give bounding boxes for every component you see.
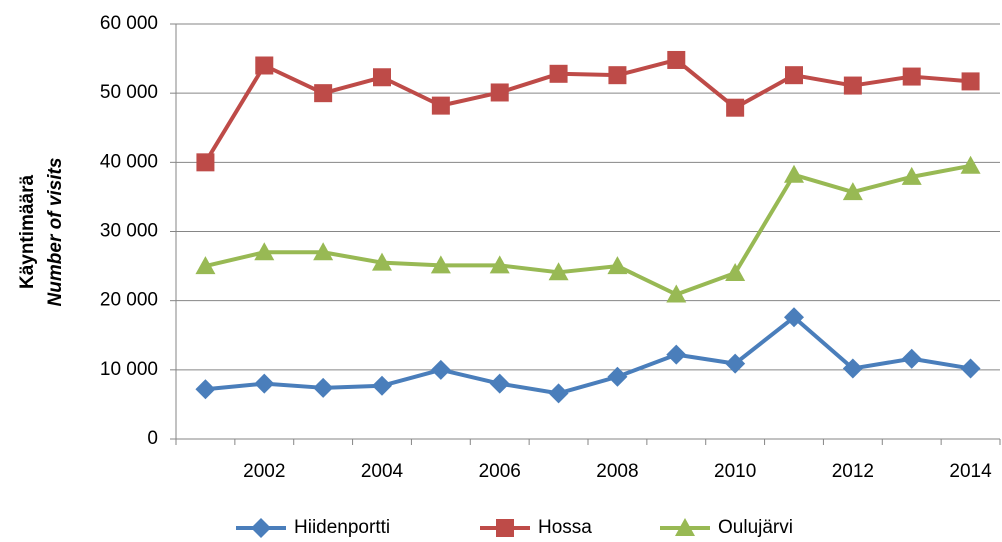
x-tick-label: 2008 xyxy=(596,461,638,482)
marker xyxy=(607,256,628,275)
marker xyxy=(842,182,863,201)
marker xyxy=(725,263,746,281)
marker xyxy=(254,373,275,394)
marker xyxy=(313,242,334,261)
marker xyxy=(372,375,392,396)
legend-label: Oulujärvi xyxy=(718,517,793,538)
marker xyxy=(784,307,804,328)
y-axis-label: Käyntimäärä xyxy=(17,175,38,289)
x-tick-label: 2002 xyxy=(243,461,285,482)
series-line xyxy=(205,315,971,396)
marker xyxy=(667,50,686,69)
marker xyxy=(430,359,451,380)
marker xyxy=(490,83,509,102)
marker xyxy=(666,344,687,365)
marker xyxy=(254,242,275,261)
marker xyxy=(195,256,216,275)
marker xyxy=(725,353,746,374)
marker xyxy=(726,98,745,117)
marker xyxy=(430,255,451,274)
y-tick-label: 10 000 xyxy=(100,359,158,380)
y-tick-label: 40 000 xyxy=(100,151,158,172)
y-tick-label: 60 000 xyxy=(100,13,158,34)
y-tick-label: 0 xyxy=(147,428,158,449)
legend-label: Hiidenportti xyxy=(294,517,390,538)
marker xyxy=(431,96,450,115)
y-tick-label: 20 000 xyxy=(100,290,158,311)
marker xyxy=(843,76,862,95)
legend-marker xyxy=(251,518,271,538)
marker xyxy=(489,255,510,274)
y-tick-label: 30 000 xyxy=(100,221,158,242)
marker xyxy=(549,64,568,83)
series-line xyxy=(204,163,971,297)
marker xyxy=(489,373,510,394)
legend-marker xyxy=(675,518,695,536)
x-tick-label: 2006 xyxy=(479,461,521,482)
marker xyxy=(785,66,803,85)
marker xyxy=(666,284,687,303)
marker xyxy=(607,366,628,387)
marker xyxy=(313,377,334,398)
series-line xyxy=(203,57,971,164)
marker xyxy=(608,66,627,85)
marker xyxy=(255,56,274,75)
x-tick-label: 2012 xyxy=(832,461,874,482)
marker xyxy=(196,153,215,172)
marker xyxy=(548,262,569,281)
marker xyxy=(784,164,804,183)
x-tick-label: 2014 xyxy=(949,461,992,482)
legend-marker xyxy=(496,519,514,537)
marker xyxy=(960,155,981,174)
marker xyxy=(372,252,392,271)
marker xyxy=(960,358,981,379)
marker xyxy=(548,383,569,404)
marker xyxy=(195,379,216,400)
marker xyxy=(901,166,922,185)
marker xyxy=(961,72,980,91)
y-axis-label: Number of visits xyxy=(45,158,66,307)
marker xyxy=(842,358,863,379)
legend-label: Hossa xyxy=(538,517,592,538)
marker xyxy=(373,68,391,87)
x-tick-label: 2004 xyxy=(361,461,404,482)
marker xyxy=(314,84,333,103)
y-tick-label: 50 000 xyxy=(100,82,158,103)
marker xyxy=(902,67,921,86)
marker xyxy=(901,348,922,369)
x-tick-label: 2010 xyxy=(714,461,756,482)
